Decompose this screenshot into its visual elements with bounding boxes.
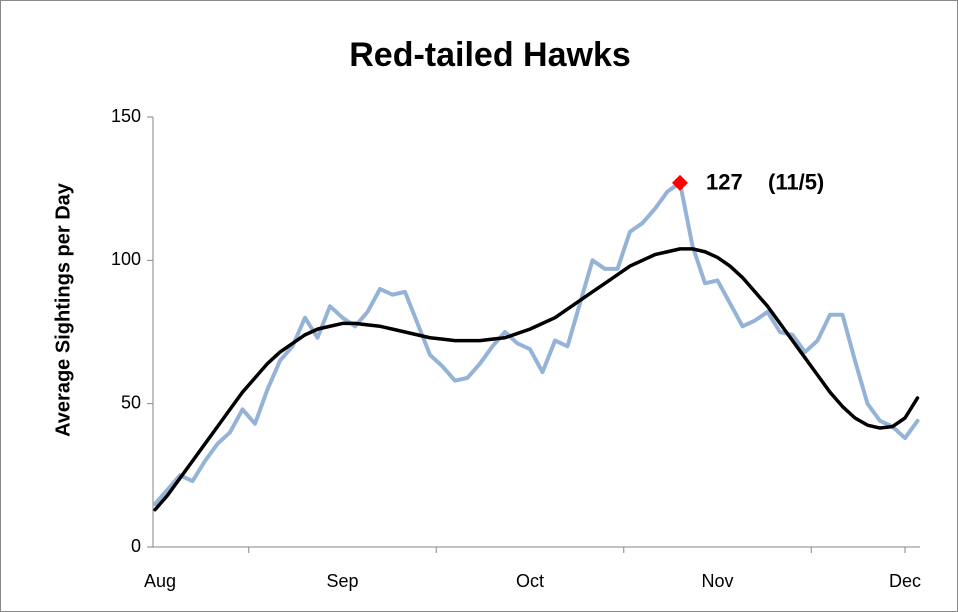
y-tick-label: 50 [121, 392, 141, 412]
y-tick-label: 0 [131, 536, 141, 556]
y-axis-label: Average Sightings per Day [52, 182, 74, 437]
x-tick-label: Sep [326, 571, 358, 591]
daily-line [153, 180, 920, 506]
y-tick-label: 100 [111, 249, 141, 269]
x-tick-label: Dec [889, 571, 921, 591]
peak-value-label: 127 [706, 170, 743, 195]
y-tick-label: 150 [111, 106, 141, 126]
peak-marker [672, 174, 688, 191]
x-tick-label: Oct [516, 571, 544, 591]
x-tick-label: Nov [701, 571, 733, 591]
peak-annotation: (11/5) [768, 170, 824, 195]
x-tick-label: Aug [144, 571, 176, 591]
chart-title: Red-tailed Hawks [349, 36, 631, 74]
trend-line [153, 247, 920, 512]
